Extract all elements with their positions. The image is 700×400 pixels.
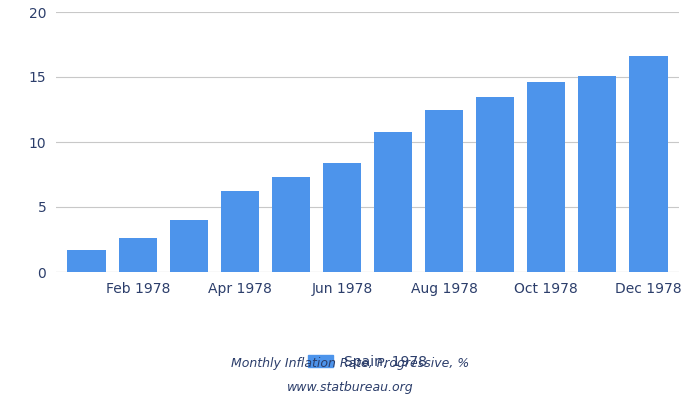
Bar (476, 96, 514, 272)
Bar (629, 56, 668, 272)
Bar (118, 238, 157, 272)
Bar (272, 177, 310, 272)
Bar (220, 191, 259, 272)
Bar (67, 250, 106, 272)
Bar (169, 220, 208, 272)
Bar (578, 76, 617, 272)
Bar (527, 82, 566, 272)
Legend: Spain, 1978: Spain, 1978 (302, 349, 433, 374)
Bar (374, 132, 412, 272)
Bar (323, 163, 361, 272)
Text: www.statbureau.org: www.statbureau.org (287, 382, 413, 394)
Text: Monthly Inflation Rate, Progressive, %: Monthly Inflation Rate, Progressive, % (231, 358, 469, 370)
Bar (425, 110, 463, 272)
